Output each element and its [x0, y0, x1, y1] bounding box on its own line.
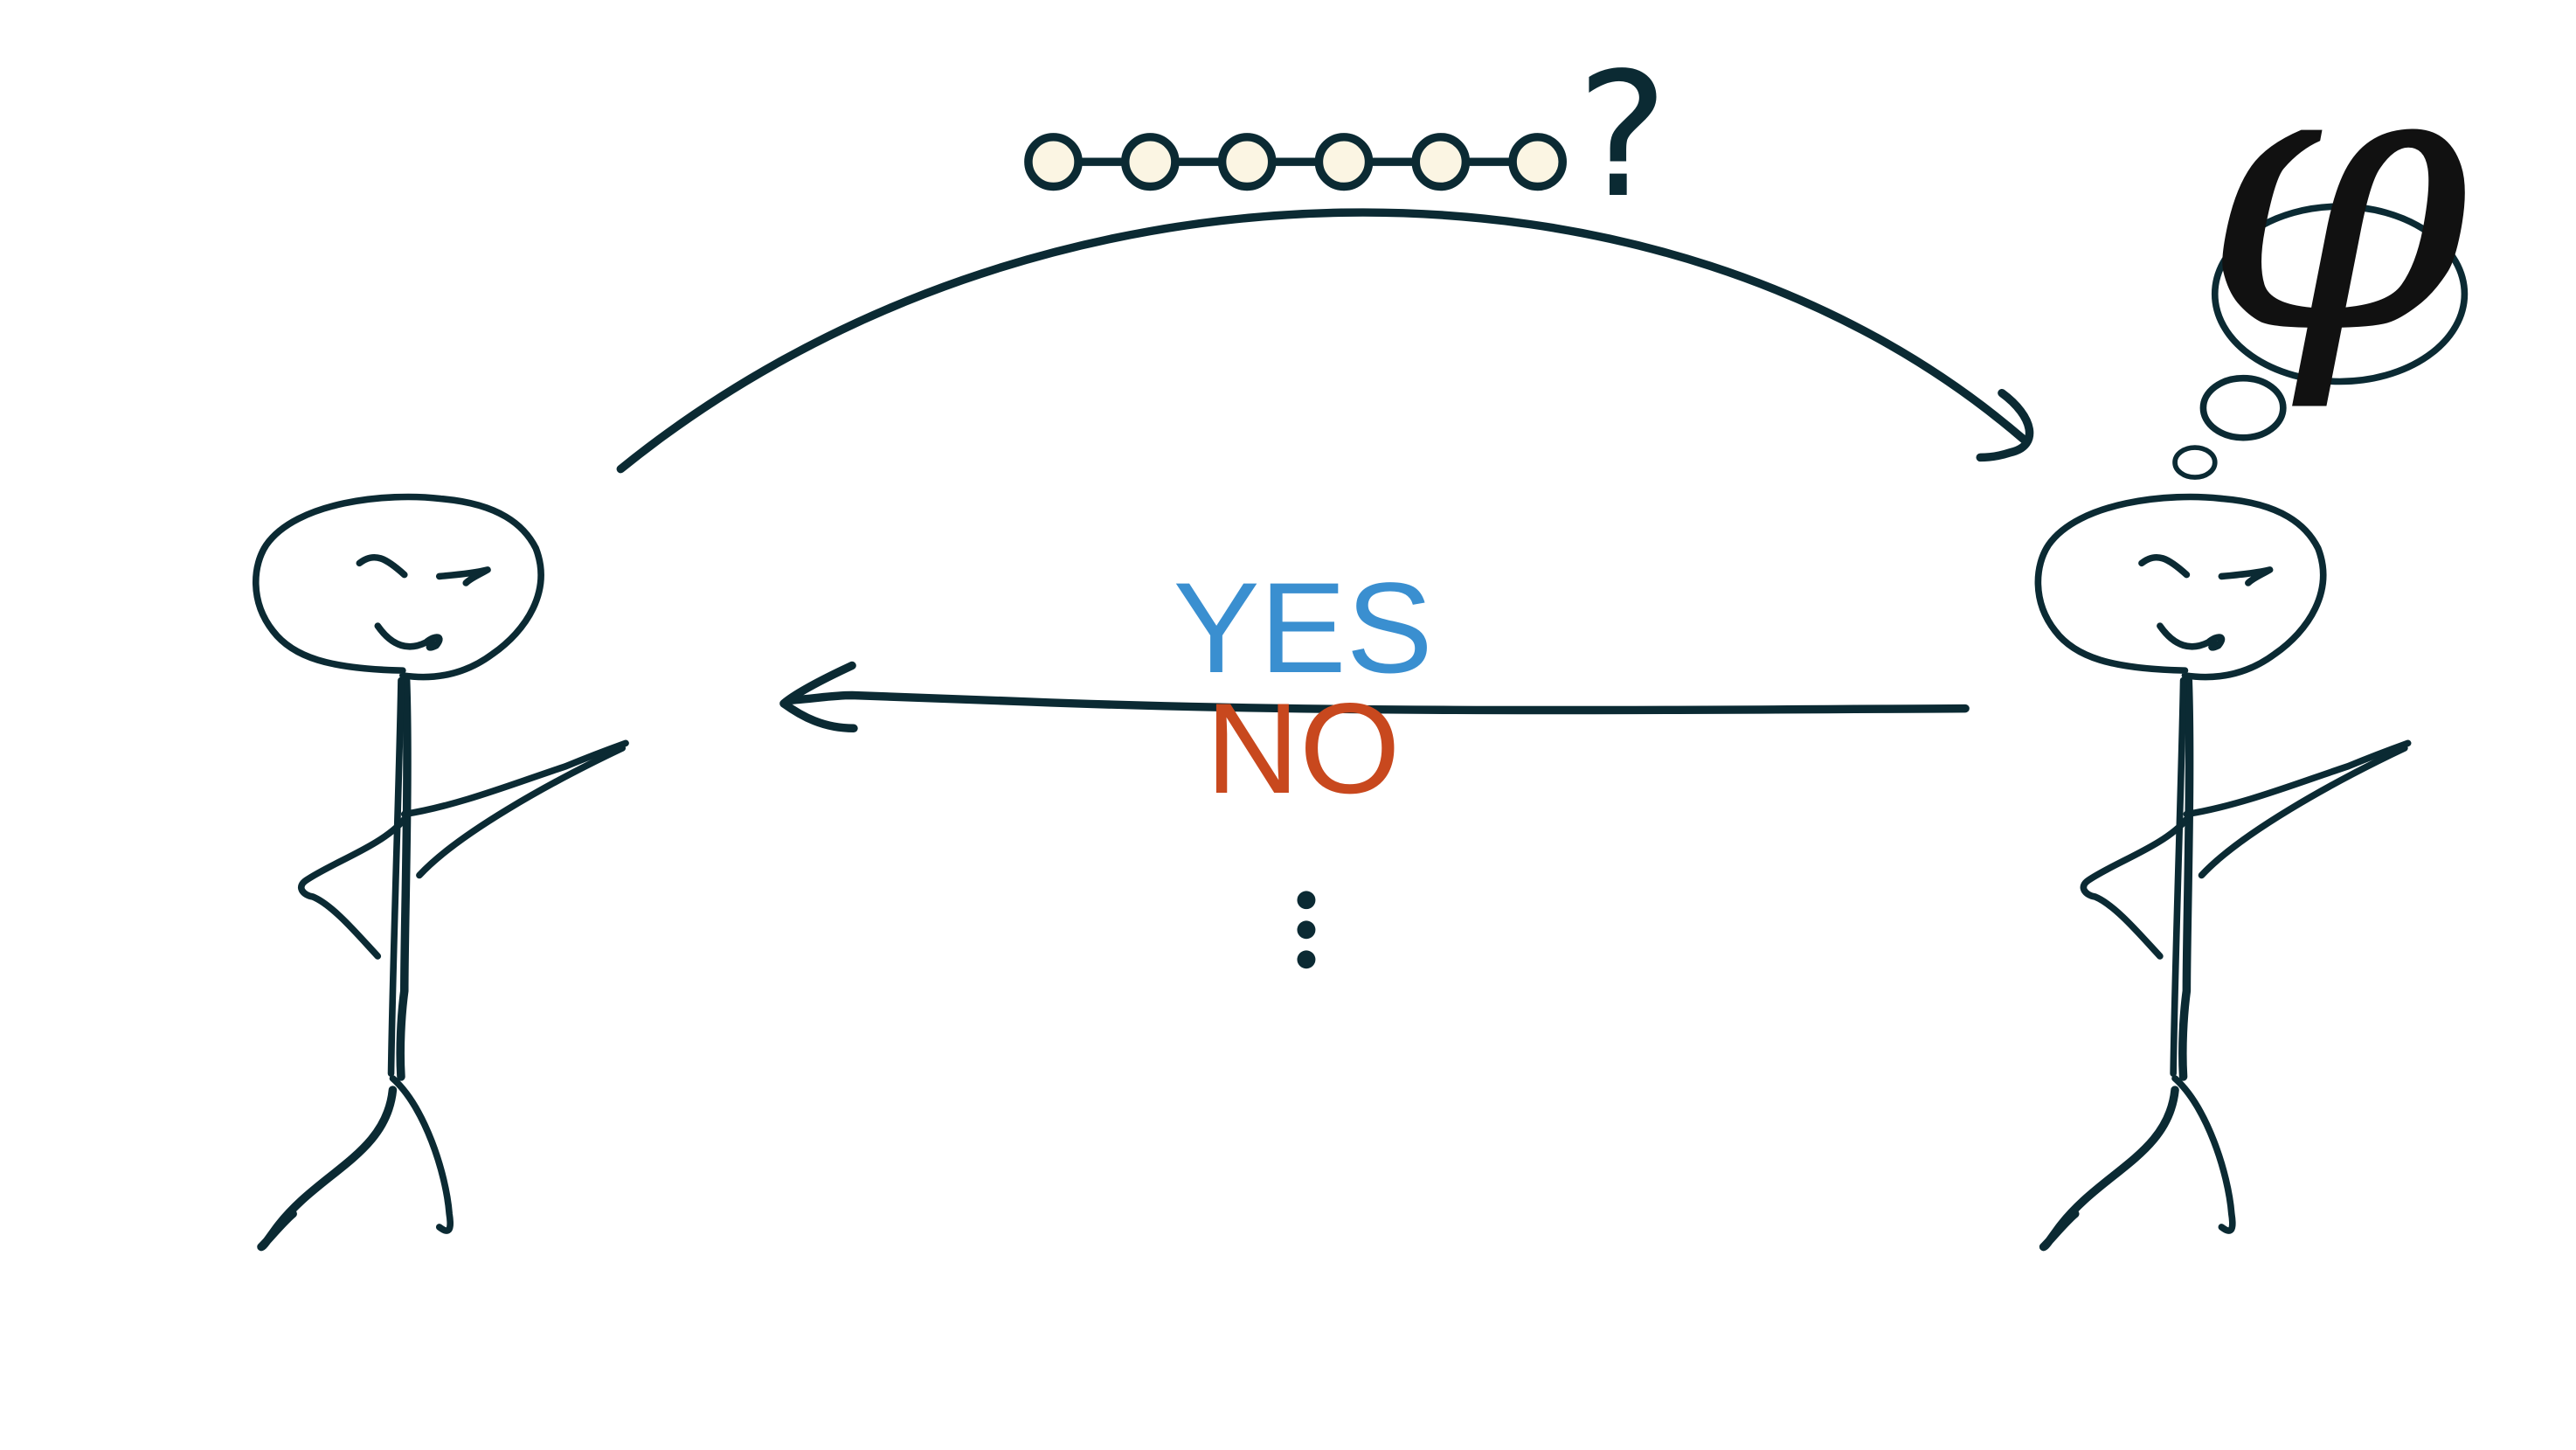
response-arrow [779, 661, 1970, 733]
pointing-arm [400, 739, 629, 818]
yes-label: YES [1174, 557, 1433, 700]
no-label: NO [1206, 676, 1401, 820]
right-eye [435, 566, 491, 586]
pointing-arm-lower [416, 745, 627, 879]
ellipsis-dot [1297, 950, 1316, 969]
thought-dot-small [2172, 445, 2218, 480]
left-eye [356, 553, 408, 579]
left-leg [257, 1086, 398, 1252]
chain-node [1411, 133, 1471, 191]
head [252, 493, 544, 681]
chain-node [1120, 133, 1180, 191]
thought-dot-large [2199, 374, 2287, 441]
thought-bubble: φ [2172, 0, 2471, 480]
hip-arm [298, 815, 408, 960]
chain-node [1024, 133, 1083, 191]
chain-nodes [1024, 133, 1567, 191]
query-chain: ? [1024, 36, 1668, 236]
query-arrow-head [1976, 388, 2034, 462]
response-arrow-head [779, 661, 858, 733]
query-arrow [616, 208, 2034, 474]
ellipsis-dot [1297, 920, 1316, 940]
torso [396, 676, 412, 1081]
thought-cloud [2211, 203, 2469, 385]
right-person [2038, 497, 2407, 1247]
chain-node [1217, 133, 1277, 191]
ellipsis-dot [1297, 891, 1316, 910]
torso-edge [387, 676, 405, 1077]
question-mark: ? [1576, 36, 1668, 236]
smirk [374, 622, 443, 651]
chain-node [1314, 133, 1374, 191]
more-responses-indicator [1297, 891, 1316, 969]
chain-node [1508, 133, 1567, 191]
left-person [252, 493, 629, 1252]
right-leg [389, 1075, 454, 1234]
thought-symbol: φ [2202, 0, 2471, 417]
